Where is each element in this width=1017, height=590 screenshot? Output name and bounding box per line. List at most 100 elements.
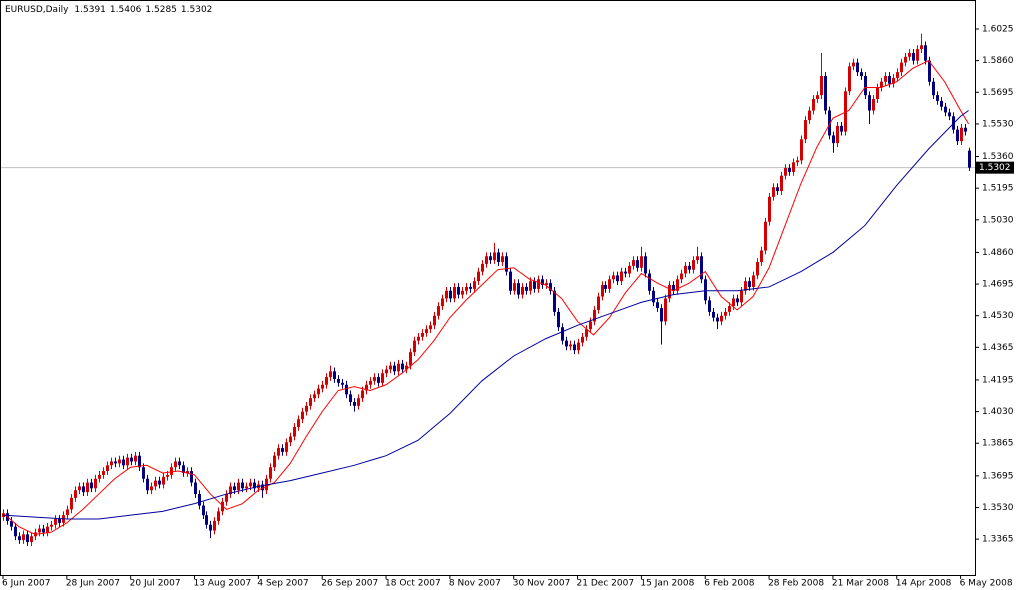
- candle-body: [656, 302, 659, 309]
- candle-body: [50, 524, 53, 527]
- candle-body: [800, 139, 803, 161]
- candle-body: [225, 494, 228, 502]
- candle-body: [94, 478, 97, 489]
- y-tick-label: 1.4530: [982, 311, 1014, 321]
- candle-body: [844, 91, 847, 132]
- candle-body: [485, 256, 488, 264]
- candle-body: [664, 298, 667, 322]
- x-tick-label: 28 Jun 2007: [66, 579, 120, 589]
- y-tick-label: 1.3365: [982, 535, 1014, 545]
- candle-body: [429, 325, 432, 330]
- candle-body: [888, 75, 891, 84]
- candle-body: [912, 52, 915, 61]
- candle-body: [325, 377, 328, 385]
- candle-body: [776, 187, 779, 192]
- candle-body: [624, 271, 627, 274]
- candle-body: [533, 281, 536, 289]
- candle-body: [301, 411, 304, 420]
- candle-body: [577, 342, 580, 351]
- moving-average-line: [2, 60, 970, 535]
- candle-body: [736, 298, 739, 303]
- candle-body: [772, 187, 775, 197]
- candle-body: [680, 273, 683, 280]
- candle-body: [481, 263, 484, 272]
- candle-body: [38, 528, 41, 533]
- candle-body: [90, 482, 93, 489]
- candle-body: [233, 486, 236, 491]
- candle-body: [46, 526, 49, 533]
- candle-body: [349, 394, 352, 403]
- candle-body: [593, 309, 596, 322]
- candle-body: [812, 99, 815, 111]
- candle-body: [549, 283, 552, 291]
- y-tick-label: 1.5195: [982, 184, 1014, 194]
- x-tick-label: 6 May 2008: [960, 579, 1013, 589]
- candle-body: [14, 526, 17, 537]
- candle-body: [904, 56, 907, 63]
- candle-body: [589, 321, 592, 330]
- candle-body: [668, 285, 671, 299]
- x-tick-label: 28 Feb 2008: [768, 579, 824, 589]
- x-tick-label: 30 Nov 2007: [513, 579, 571, 589]
- candle-body: [138, 455, 141, 468]
- candle-body: [692, 260, 695, 270]
- candle-body: [852, 62, 855, 67]
- candle-body: [892, 77, 895, 84]
- candle-body: [178, 461, 181, 466]
- candle-body: [345, 384, 348, 395]
- candle-body: [792, 162, 795, 172]
- candle-body: [305, 405, 308, 412]
- y-tick-label: 1.5360: [982, 152, 1014, 162]
- candle-body: [273, 455, 276, 468]
- candle-body: [465, 286, 468, 291]
- candle-body: [900, 62, 903, 73]
- x-tick-label: 20 Jul 2007: [130, 579, 181, 589]
- candle-body: [964, 127, 967, 132]
- candle-body: [696, 256, 699, 261]
- candle-body: [221, 501, 224, 512]
- candle-body: [728, 306, 731, 312]
- candle-body: [365, 384, 368, 391]
- candle-body: [872, 99, 875, 111]
- candle-body: [114, 461, 117, 464]
- candle-body: [70, 497, 73, 510]
- candle-body: [720, 315, 723, 322]
- candle-body: [908, 52, 911, 57]
- last-low: 1.5285: [145, 5, 177, 15]
- candle-body: [573, 344, 576, 351]
- candle-body: [150, 486, 153, 491]
- candle-body: [828, 110, 831, 136]
- candle-body: [537, 279, 540, 289]
- x-tick-label: 13 Aug 2007: [194, 579, 252, 589]
- candle-body: [601, 285, 604, 297]
- candle-body: [529, 281, 532, 291]
- candle-body: [712, 311, 715, 318]
- price-label-box: [976, 161, 1014, 174]
- candle-body: [309, 398, 312, 406]
- candle-body: [333, 371, 336, 379]
- candle-body: [289, 436, 292, 443]
- candle-body: [469, 286, 472, 289]
- candle-body: [401, 363, 404, 370]
- candle-body: [202, 505, 205, 516]
- candle-body: [313, 394, 316, 399]
- candle-body: [700, 256, 703, 280]
- chart-title: EURUSD,Daily: [5, 5, 69, 15]
- candle-body: [672, 285, 675, 291]
- candle-body: [856, 62, 859, 73]
- candle-body: [209, 524, 212, 531]
- candle-body: [377, 377, 380, 383]
- candle-body: [441, 298, 444, 307]
- candle-body: [249, 482, 252, 487]
- candle-body: [213, 520, 216, 531]
- candle-body: [756, 262, 759, 276]
- candle-body: [102, 471, 105, 475]
- candle-body: [644, 256, 647, 274]
- candle-body: [724, 311, 727, 316]
- candle-body: [146, 478, 149, 491]
- candle-body: [126, 457, 129, 466]
- candle-body: [393, 365, 396, 372]
- candle-body: [780, 175, 783, 192]
- candle-body: [449, 290, 452, 299]
